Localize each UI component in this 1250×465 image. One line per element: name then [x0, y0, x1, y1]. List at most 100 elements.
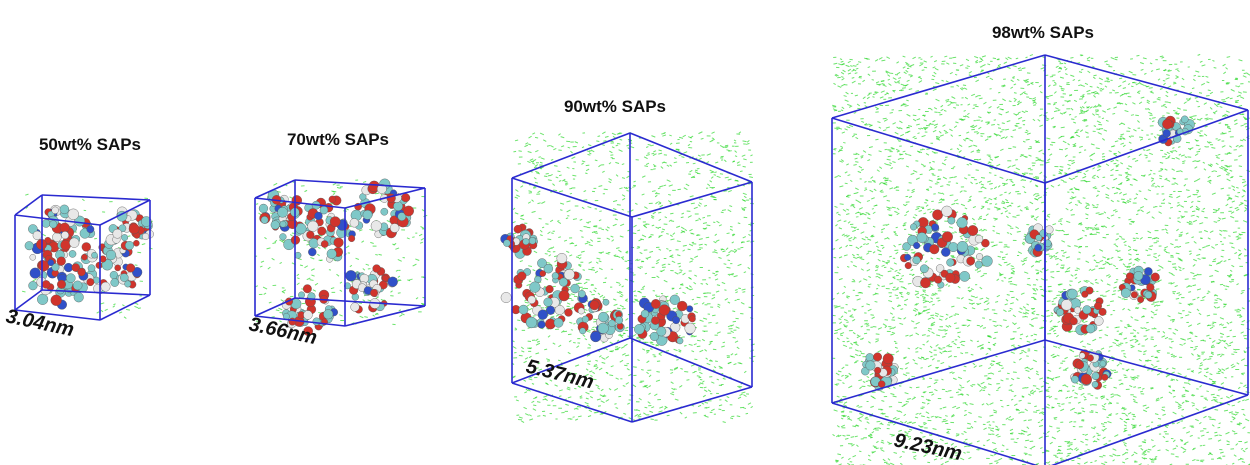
water	[649, 386, 651, 387]
water	[977, 384, 979, 385]
water	[528, 266, 532, 267]
water	[905, 204, 907, 206]
water	[1080, 130, 1083, 132]
water	[683, 250, 685, 251]
water	[630, 210, 633, 212]
water	[1157, 135, 1161, 136]
water	[1217, 395, 1220, 396]
water	[712, 273, 715, 274]
water	[560, 210, 562, 211]
water	[876, 82, 879, 83]
water	[685, 229, 687, 230]
water	[1184, 184, 1186, 186]
water	[682, 213, 684, 214]
water	[844, 312, 847, 313]
water	[1030, 202, 1033, 204]
water	[943, 419, 946, 420]
water	[1163, 331, 1165, 333]
water	[588, 222, 591, 223]
water	[1081, 393, 1085, 395]
water	[1083, 198, 1086, 199]
water	[669, 135, 671, 136]
water	[1033, 194, 1036, 196]
water	[1070, 198, 1073, 199]
water	[1151, 178, 1154, 179]
water	[620, 224, 624, 226]
water	[1036, 371, 1038, 372]
water	[646, 352, 648, 353]
water	[1003, 207, 1007, 209]
water	[350, 265, 352, 266]
water	[621, 257, 624, 258]
water	[697, 340, 701, 341]
water	[1133, 416, 1136, 417]
water	[1222, 325, 1224, 326]
water	[1008, 310, 1011, 311]
water	[590, 291, 592, 292]
water	[1243, 335, 1247, 336]
water	[1066, 257, 1070, 258]
water	[1129, 142, 1131, 143]
water	[576, 257, 579, 258]
water	[852, 81, 856, 83]
water	[993, 231, 995, 232]
water	[1098, 435, 1101, 436]
water	[551, 233, 553, 234]
water	[1036, 195, 1040, 197]
water	[883, 225, 887, 226]
water	[894, 232, 896, 234]
water	[725, 298, 728, 300]
water	[1014, 98, 1017, 100]
water	[1124, 356, 1127, 358]
water	[595, 271, 598, 273]
water	[1090, 283, 1093, 285]
water	[836, 462, 838, 463]
water	[872, 317, 875, 319]
water	[1070, 75, 1074, 76]
water	[1079, 146, 1083, 147]
water	[918, 57, 920, 58]
water	[572, 175, 576, 176]
water	[297, 278, 299, 279]
water	[1067, 446, 1069, 447]
water	[861, 361, 863, 362]
water	[1157, 99, 1161, 100]
water	[905, 335, 908, 336]
water	[658, 153, 662, 154]
water	[901, 84, 905, 85]
water	[1172, 264, 1176, 265]
water	[621, 294, 623, 295]
water	[671, 382, 674, 384]
water	[532, 133, 535, 134]
water	[602, 171, 604, 172]
water	[551, 159, 553, 160]
water	[1020, 338, 1022, 339]
water	[1169, 196, 1173, 197]
water	[907, 114, 911, 116]
water	[1224, 341, 1226, 342]
water	[967, 423, 971, 424]
water	[1176, 298, 1179, 299]
water	[1126, 269, 1130, 270]
water	[1017, 328, 1020, 329]
water	[1169, 392, 1172, 394]
water	[558, 222, 561, 224]
water	[881, 228, 885, 230]
water	[900, 421, 903, 423]
water	[580, 219, 582, 220]
water	[626, 383, 629, 385]
water	[1011, 136, 1014, 137]
water	[1217, 175, 1221, 176]
water	[736, 327, 740, 329]
water	[1131, 346, 1135, 347]
water	[609, 181, 612, 182]
water	[679, 385, 682, 387]
water	[841, 425, 845, 427]
water	[1107, 305, 1110, 306]
water	[1138, 344, 1140, 345]
water	[1059, 368, 1061, 369]
water	[868, 154, 871, 155]
water	[25, 194, 28, 195]
water	[576, 346, 578, 348]
water	[1204, 103, 1207, 105]
